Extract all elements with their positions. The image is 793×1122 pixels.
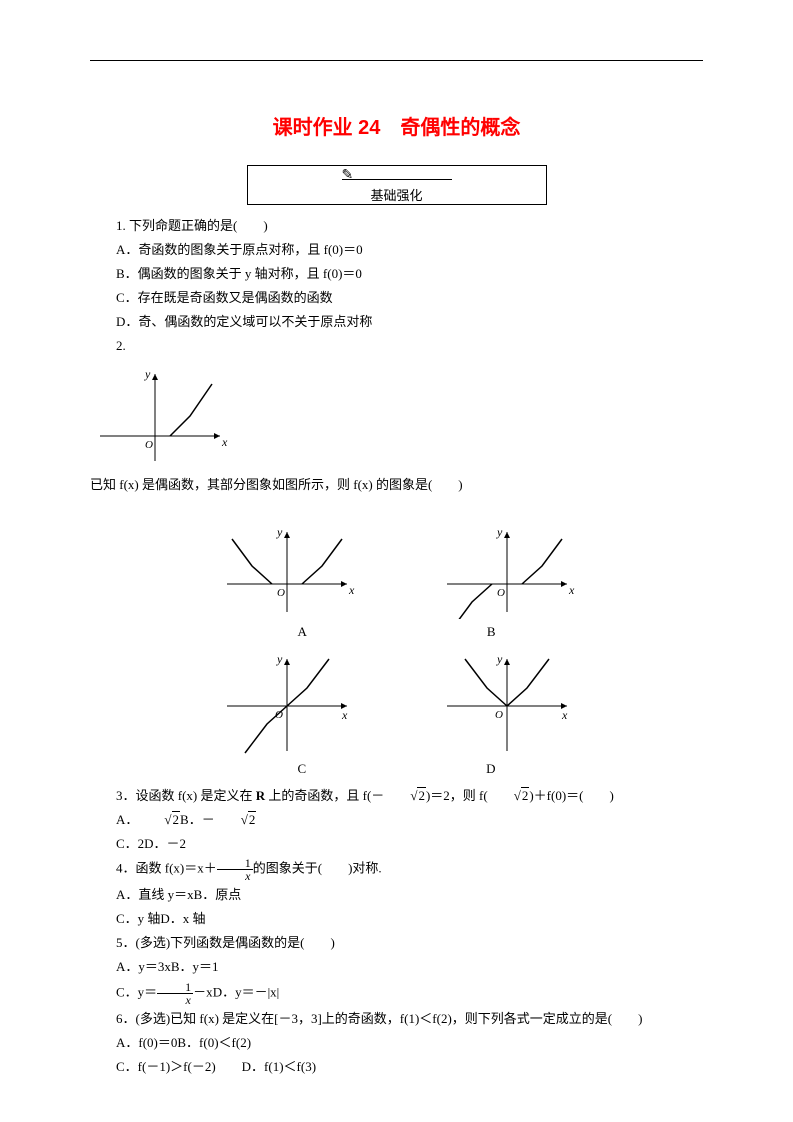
graph-a: x y O bbox=[217, 524, 357, 619]
q5-d: D．y＝－|x| bbox=[213, 984, 280, 999]
graph-label-cd: C D bbox=[90, 758, 703, 780]
q4-stem: 4．函数 f(x)＝x＋1x的图象关于( )对称. bbox=[90, 857, 703, 882]
q4-c: C．y 轴 bbox=[116, 911, 160, 926]
label-b: B bbox=[487, 621, 496, 643]
q5-a: A．y＝3x bbox=[116, 959, 171, 974]
svg-text:y: y bbox=[496, 525, 503, 539]
q6-ab: A．f(0)＝0B．f(0)＜f(2) bbox=[90, 1032, 703, 1054]
svg-text:y: y bbox=[276, 652, 283, 666]
q3-R: R bbox=[256, 788, 265, 803]
q6-c: C．f(－1)＞f(－2) bbox=[116, 1059, 216, 1074]
section-label: 基础强化 bbox=[248, 185, 546, 204]
page-title: 课时作业 24 奇偶性的概念 bbox=[90, 111, 703, 140]
q6-b: B．f(0)＜f(2) bbox=[177, 1035, 251, 1050]
q4-b: B．原点 bbox=[194, 887, 242, 902]
q1-opt-a: A．奇函数的图象关于原点对称，且 f(0)＝0 bbox=[90, 239, 703, 261]
q2-stem: 已知 f(x) 是偶函数，其部分图象如图所示，则 f(x) 的图象是( ) bbox=[90, 474, 703, 496]
label-a: A bbox=[297, 621, 306, 643]
q3-mid: 上的奇函数，且 f(－ bbox=[265, 788, 384, 803]
label-d: D bbox=[486, 758, 495, 780]
q3-end: )＋f(0)＝( ) bbox=[529, 788, 613, 803]
q4-end: 的图象关于( )对称. bbox=[253, 861, 382, 876]
q3-d: D．－2 bbox=[144, 836, 186, 851]
fraction-icon: 1x bbox=[157, 981, 193, 1006]
q1-opt-c: C．存在既是奇函数又是偶函数的函数 bbox=[90, 287, 703, 309]
svg-text:O: O bbox=[277, 587, 285, 599]
q6-cd: C．f(－1)＞f(－2) D．f(1)＜f(3) bbox=[90, 1056, 703, 1078]
graph-row-ab: x y O x y O bbox=[90, 524, 703, 619]
sqrt-icon: 2 bbox=[215, 809, 257, 831]
graph-row-cd: x y O x y O bbox=[90, 651, 703, 756]
cursor-icon: ✎ bbox=[342, 167, 354, 184]
q3-c: C．2 bbox=[116, 836, 144, 851]
svg-text:x: x bbox=[221, 435, 228, 449]
q3-ab: A．2B．－2 bbox=[90, 809, 703, 831]
content-area: 1. 下列命题正确的是( ) A．奇函数的图象关于原点对称，且 f(0)＝0 B… bbox=[90, 215, 703, 1078]
q5-c-pre: C．y＝ bbox=[116, 984, 157, 999]
q3-pre: 3．设函数 f(x) 是定义在 bbox=[116, 788, 256, 803]
svg-text:y: y bbox=[144, 367, 151, 381]
label-c: C bbox=[297, 758, 306, 780]
section-header-box: ✎ 基础强化 bbox=[247, 165, 547, 205]
q4-pre: 4．函数 f(x)＝x＋ bbox=[116, 861, 217, 876]
svg-text:y: y bbox=[276, 525, 283, 539]
sqrt-icon: 2 bbox=[488, 785, 530, 807]
svg-text:O: O bbox=[145, 439, 153, 451]
q2-num: 2. bbox=[90, 335, 703, 357]
q2-given-graph: x y O bbox=[90, 366, 703, 466]
q3-stem: 3．设函数 f(x) 是定义在 R 上的奇函数，且 f(－2)＝2，则 f(2)… bbox=[90, 785, 703, 807]
q1-opt-d: D．奇、偶函数的定义域可以不关于原点对称 bbox=[90, 311, 703, 333]
q4-cd: C．y 轴D．x 轴 bbox=[90, 908, 703, 930]
q4-ab: A．直线 y＝xB．原点 bbox=[90, 884, 703, 906]
svg-text:x: x bbox=[348, 583, 355, 597]
fraction-icon: 1x bbox=[217, 857, 253, 882]
q6-stem: 6．(多选)已知 f(x) 是定义在[－3，3]上的奇函数，f(1)＜f(2)，… bbox=[90, 1008, 703, 1030]
sqrt-icon: 2 bbox=[384, 785, 426, 807]
q6-a: A．f(0)＝0 bbox=[116, 1035, 177, 1050]
q5-cd: C．y＝1x－xD．y＝－|x| bbox=[90, 981, 703, 1006]
graph-c: x y O bbox=[217, 651, 357, 756]
q1-opt-b: B．偶函数的图象关于 y 轴对称，且 f(0)＝0 bbox=[90, 263, 703, 285]
svg-text:y: y bbox=[496, 652, 503, 666]
q3-a-pre: A． bbox=[116, 812, 138, 827]
q3-cd: C．2D．－2 bbox=[90, 833, 703, 855]
page-top-rule bbox=[90, 60, 703, 61]
q5-stem: 5．(多选)下列函数是偶函数的是( ) bbox=[90, 932, 703, 954]
sqrt-icon: 2 bbox=[138, 809, 180, 831]
q4-a: A．直线 y＝x bbox=[116, 887, 194, 902]
graph-b: x y O bbox=[437, 524, 577, 619]
svg-text:x: x bbox=[568, 583, 575, 597]
q5-ab: A．y＝3xB．y＝1 bbox=[90, 956, 703, 978]
svg-text:x: x bbox=[561, 708, 568, 722]
q1-stem: 1. 下列命题正确的是( ) bbox=[90, 215, 703, 237]
svg-text:O: O bbox=[497, 587, 505, 599]
graph-label-ab: A B bbox=[90, 621, 703, 643]
q3-b-pre: B．－ bbox=[180, 812, 215, 827]
q6-d: D．f(1)＜f(3) bbox=[242, 1059, 316, 1074]
svg-text:x: x bbox=[341, 708, 348, 722]
svg-text:O: O bbox=[495, 709, 503, 721]
graph-d: x y O bbox=[437, 651, 577, 756]
q3-mid2: )＝2，则 f( bbox=[426, 788, 488, 803]
q5-b: B．y＝1 bbox=[171, 959, 219, 974]
q5-c-end: －x bbox=[193, 984, 213, 999]
q4-d: D．x 轴 bbox=[160, 911, 205, 926]
graph-given: x y O bbox=[90, 366, 230, 466]
